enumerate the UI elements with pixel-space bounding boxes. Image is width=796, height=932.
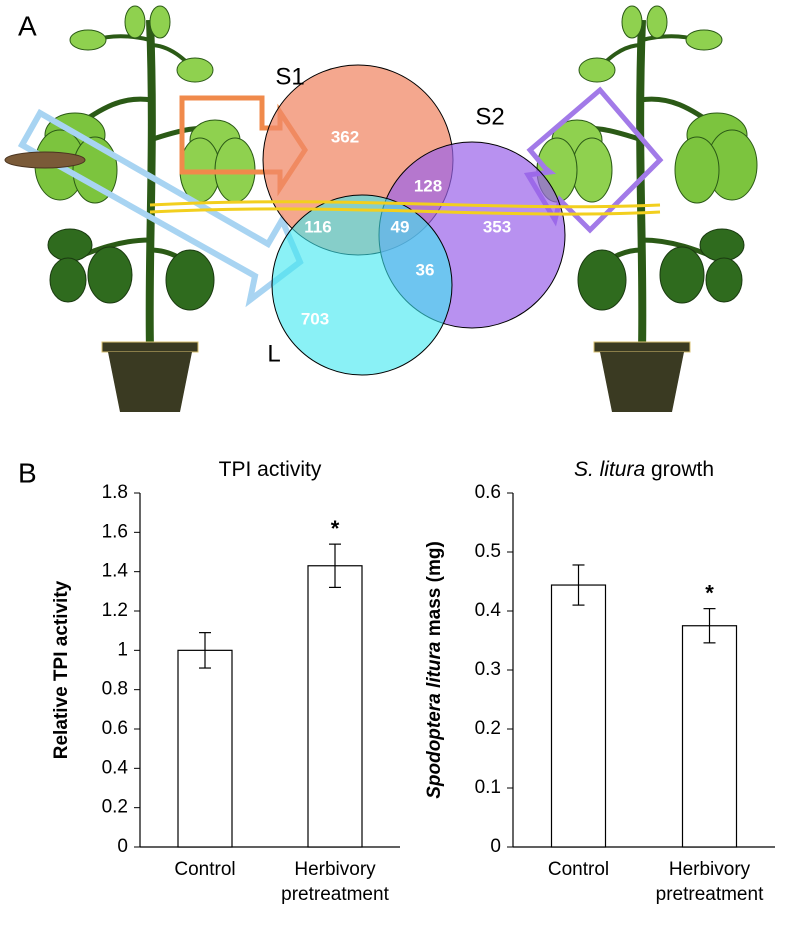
- venn-l: [271, 194, 453, 376]
- y-axis-label-part: mass (mg): [424, 541, 445, 641]
- chart-title-part: growth: [645, 458, 714, 481]
- panel-label: A: [18, 10, 37, 41]
- y-axis-label-part: Relative TPI activity: [51, 580, 72, 759]
- y-axis-label: Relative TPI activity: [51, 580, 72, 759]
- chart-title-part: TPI activity: [219, 458, 322, 481]
- bar: [550, 584, 607, 848]
- error-bar: [572, 564, 585, 606]
- y-axis-label: Spodoptera litura mass (mg): [424, 541, 445, 799]
- y-tick-label: 1: [117, 639, 128, 660]
- y-tick-label: 1.6: [102, 521, 128, 542]
- set-label: L: [267, 340, 280, 367]
- set-label: S1: [275, 63, 304, 90]
- connection-lines: [149, 200, 661, 216]
- chart-title-part: S. litura: [574, 458, 645, 481]
- x-tick-label: Control: [174, 859, 236, 880]
- error-bar: [703, 608, 716, 644]
- y-tick-label: 0: [117, 836, 128, 857]
- y-tick-label: 0.5: [475, 541, 501, 562]
- panel-label: B: [18, 457, 37, 488]
- significance-marker: *: [705, 580, 714, 605]
- venn: [262, 64, 566, 376]
- y-tick-label: 0.1: [475, 777, 501, 798]
- y-axis-label-part: Spodoptera litura: [424, 641, 445, 799]
- x-tick-label-box: Control: [174, 859, 236, 880]
- y-tick-label: 1.2: [102, 600, 128, 621]
- x-tick-label-box: Herbivory pretreatment: [281, 859, 389, 905]
- region-count: 49: [391, 217, 410, 236]
- bar: [177, 649, 233, 848]
- x-tick-label: Herbivory pretreatment: [655, 859, 764, 905]
- chart-title: TPI activity: [219, 458, 322, 481]
- region-count: 128: [414, 176, 442, 195]
- significance-marker: *: [331, 516, 340, 541]
- error-bar: [329, 543, 341, 589]
- x-tick-label-box: Control: [547, 859, 610, 880]
- bar: [307, 565, 363, 848]
- y-tick-label: 1.8: [102, 482, 128, 503]
- caterpillar: [4, 151, 86, 169]
- region-count: 353: [483, 217, 511, 236]
- y-tick-label: 0.2: [102, 797, 128, 818]
- region-count: 36: [416, 260, 435, 279]
- y-tick-label: 1.4: [102, 561, 129, 582]
- y-tick-label: 0.3: [475, 659, 501, 680]
- set-label: S2: [475, 103, 504, 130]
- region-count: 703: [301, 309, 329, 328]
- y-tick-label: 0: [490, 836, 501, 857]
- y-tick-label: 0.6: [102, 718, 128, 739]
- y-tick-label: 0.6: [475, 482, 501, 503]
- bar: [681, 625, 738, 848]
- error-bar: [199, 632, 211, 669]
- x-tick-label: Herbivory pretreatment: [281, 859, 389, 905]
- region-count: 116: [304, 217, 331, 236]
- x-tick-label-box: Herbivory pretreatment: [655, 859, 764, 905]
- y-tick-label: 0.4: [102, 757, 129, 778]
- y-tick-label: 0.8: [102, 679, 128, 700]
- y-tick-label: 0.2: [475, 718, 501, 739]
- x-tick-label: Control: [547, 859, 610, 880]
- chart-title: S. litura growth: [574, 458, 714, 481]
- y-tick-label: 0.4: [475, 600, 502, 621]
- region-count: 362: [331, 127, 359, 146]
